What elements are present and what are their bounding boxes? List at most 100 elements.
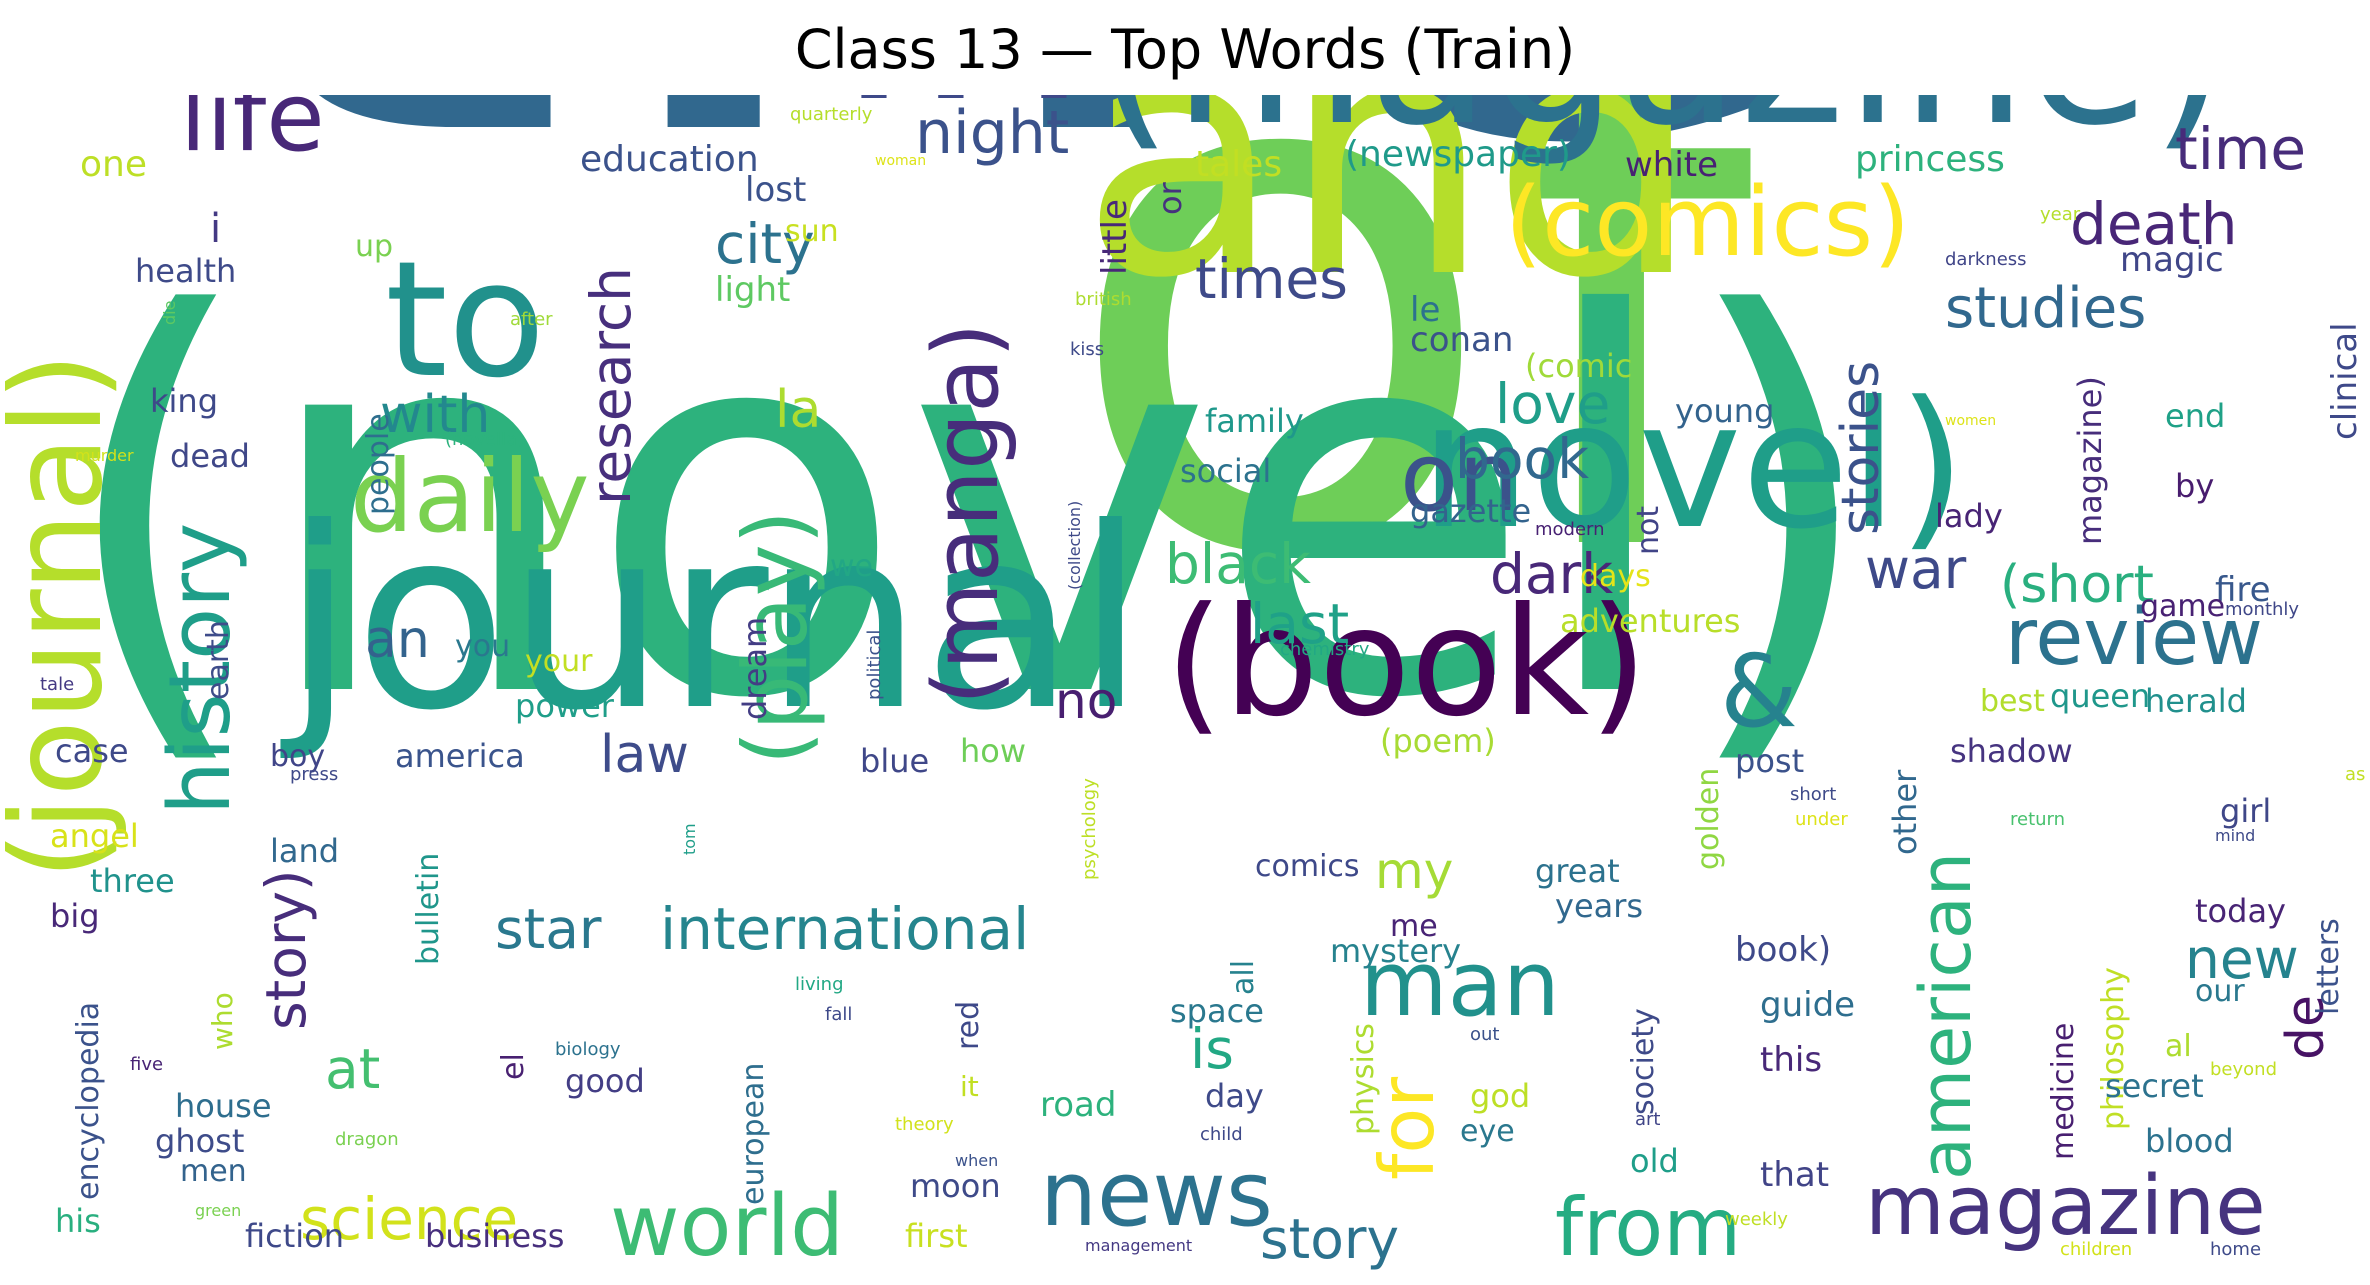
word: dragon bbox=[335, 1128, 399, 1150]
word: dream bbox=[735, 616, 774, 720]
word: best bbox=[1980, 683, 2045, 719]
word: day bbox=[1205, 1077, 1264, 1116]
word: last bbox=[1250, 592, 1350, 657]
word: end bbox=[2165, 397, 2226, 436]
word: case bbox=[55, 732, 129, 771]
word: bulletin bbox=[411, 852, 446, 965]
word: from bbox=[1555, 1180, 1742, 1274]
word: management bbox=[1085, 1235, 1193, 1255]
word: murder bbox=[75, 445, 134, 465]
word: press bbox=[290, 763, 339, 785]
word: for bbox=[1363, 1076, 1451, 1180]
word: european bbox=[736, 1062, 771, 1205]
word: british bbox=[1075, 288, 1132, 310]
word: review bbox=[2005, 593, 2263, 684]
word: theory bbox=[895, 1113, 954, 1135]
word: your bbox=[525, 643, 593, 679]
word: angel bbox=[50, 817, 139, 856]
word: american bbox=[1905, 851, 1987, 1180]
word: philosophy bbox=[2096, 967, 2131, 1130]
word: me bbox=[1390, 908, 1438, 944]
word-cloud: theof(novel)and a in(magazine) journal novel… bbox=[0, 95, 2370, 1285]
word: la bbox=[775, 380, 822, 441]
word: (book) bbox=[1165, 576, 1648, 750]
word: darkness bbox=[1945, 248, 2027, 270]
word: how bbox=[960, 732, 1027, 771]
word: white bbox=[1625, 145, 1719, 186]
word: black bbox=[1165, 532, 1311, 597]
word: time bbox=[2175, 114, 2307, 183]
word: home bbox=[2210, 1238, 2262, 1260]
word: light bbox=[715, 270, 791, 311]
word: guide bbox=[1760, 985, 1856, 1026]
word: clinical bbox=[2325, 322, 2366, 440]
word: no bbox=[1055, 672, 1118, 730]
word: conan bbox=[1410, 320, 1514, 361]
word: we bbox=[830, 548, 873, 584]
word: golden bbox=[1691, 767, 1726, 870]
word: house bbox=[175, 1087, 272, 1126]
word: psychology bbox=[1079, 778, 1101, 880]
word: new bbox=[2185, 927, 2299, 992]
word: post bbox=[1735, 742, 1805, 781]
word: society bbox=[1626, 1008, 1661, 1115]
word: dead bbox=[170, 437, 250, 476]
word: today bbox=[2195, 892, 2286, 931]
word: dark bbox=[1490, 542, 1614, 607]
word: lady bbox=[1935, 497, 2003, 536]
word: men bbox=[180, 1153, 247, 1189]
word: as bbox=[2345, 763, 2366, 785]
word: man bbox=[1360, 931, 1560, 1037]
word: tom bbox=[679, 823, 699, 855]
word: death bbox=[2070, 189, 2238, 258]
word: book bbox=[1455, 427, 1590, 492]
word: earth bbox=[201, 620, 236, 700]
word: other bbox=[1885, 769, 1924, 855]
word: his bbox=[55, 1202, 101, 1241]
word: (comic bbox=[1525, 347, 1633, 386]
word: women bbox=[1945, 413, 1997, 430]
word: who bbox=[206, 992, 240, 1050]
word: kiss bbox=[1070, 338, 1105, 360]
word: (novel) bbox=[55, 206, 1881, 813]
word: al bbox=[2165, 1028, 2192, 1064]
word: world bbox=[610, 1176, 845, 1276]
word: law bbox=[600, 725, 689, 786]
word: (short bbox=[2000, 555, 2154, 616]
word: (magazine) bbox=[1095, 95, 2228, 154]
word: road bbox=[1040, 1085, 1117, 1126]
word: princess bbox=[1855, 138, 2005, 180]
word: when bbox=[955, 1150, 999, 1170]
word: our bbox=[2195, 973, 2245, 1009]
word: (poem) bbox=[1380, 722, 1496, 761]
word: i bbox=[210, 205, 222, 252]
word: magic bbox=[2120, 240, 2224, 281]
word: tale bbox=[40, 673, 75, 695]
word: short bbox=[1790, 783, 1837, 805]
word: not bbox=[1631, 505, 1666, 555]
word: magazine) bbox=[2070, 376, 2109, 545]
word: it bbox=[960, 1070, 979, 1104]
word: political bbox=[864, 629, 886, 700]
word: biology bbox=[555, 1038, 621, 1060]
word: tales bbox=[1195, 143, 1283, 185]
word: god bbox=[1470, 1077, 1531, 1116]
word: news bbox=[1040, 1141, 1273, 1247]
word: quarterly bbox=[790, 103, 873, 125]
word: science bbox=[300, 1184, 519, 1253]
word: on bbox=[1400, 422, 1519, 533]
word: eye bbox=[1460, 1113, 1515, 1149]
word: family bbox=[1205, 402, 1304, 441]
word: by bbox=[2175, 467, 2215, 506]
word: under bbox=[1795, 808, 1848, 830]
word: good bbox=[565, 1062, 645, 1101]
word: big bbox=[50, 897, 100, 936]
word: fall bbox=[825, 1003, 853, 1025]
word: story) bbox=[254, 869, 318, 1031]
word: fire bbox=[2215, 570, 2271, 611]
word: times bbox=[1195, 247, 1348, 312]
word: children bbox=[2060, 1238, 2133, 1260]
word: moon bbox=[910, 1167, 1001, 1206]
chart-title: Class 13 — Top Words (Train) bbox=[794, 18, 1576, 81]
word: le bbox=[1410, 290, 1441, 331]
